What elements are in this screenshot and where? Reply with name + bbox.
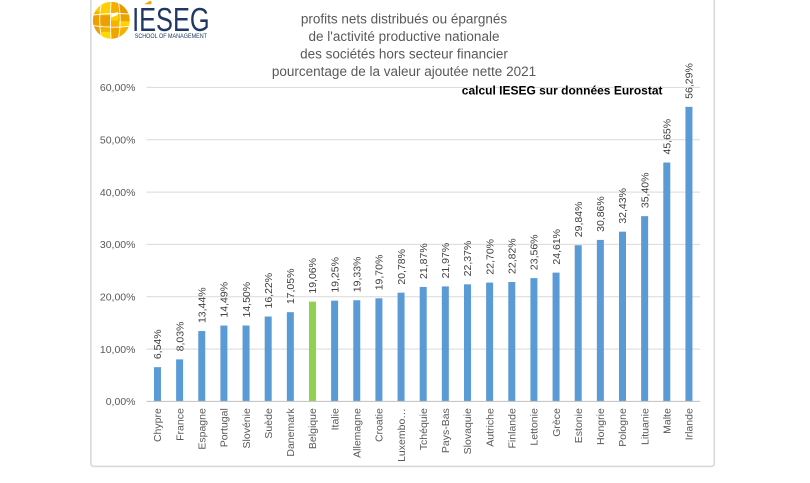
svg-text:Allemagne: Allemagne (351, 408, 363, 458)
svg-text:Grèce: Grèce (551, 408, 563, 437)
svg-text:Espagne: Espagne (196, 408, 208, 450)
svg-text:pourcentage de la valeur ajout: pourcentage de la valeur ajoutée nette 2… (272, 64, 536, 79)
svg-text:Irlande: Irlande (684, 408, 696, 440)
svg-text:13,44%: 13,44% (196, 287, 208, 323)
svg-text:14,50%: 14,50% (241, 282, 253, 318)
svg-text:SCHOOL OF MANAGEMENT: SCHOOL OF MANAGEMENT (135, 33, 207, 40)
svg-text:35,40%: 35,40% (639, 173, 651, 209)
svg-text:Lettonie: Lettonie (529, 408, 541, 446)
svg-text:6,54%: 6,54% (152, 329, 164, 359)
svg-text:Danemark: Danemark (285, 407, 297, 456)
svg-text:23,56%: 23,56% (529, 234, 541, 270)
svg-text:Malte: Malte (661, 408, 673, 434)
svg-text:de l'activité productive natio: de l'activité productive nationale (309, 29, 500, 44)
svg-text:Hongrie: Hongrie (595, 408, 607, 445)
svg-text:Chypre: Chypre (152, 408, 164, 442)
svg-text:29,84%: 29,84% (573, 202, 585, 238)
svg-text:Slovénie: Slovénie (241, 408, 253, 448)
svg-text:Lituanie: Lituanie (639, 408, 651, 445)
svg-text:20,00%: 20,00% (100, 292, 136, 304)
svg-text:IESEG: IESEG (132, 2, 210, 39)
svg-text:Italie: Italie (329, 408, 341, 430)
svg-text:20,78%: 20,78% (396, 249, 408, 285)
svg-text:60,00%: 60,00% (100, 82, 136, 94)
svg-text:40,00%: 40,00% (100, 187, 136, 199)
svg-text:profits nets distribués ou épa: profits nets distribués ou épargnés (301, 12, 508, 27)
svg-text:calcul IESEG sur données Euros: calcul IESEG sur données Eurostat (462, 83, 663, 97)
svg-text:19,25%: 19,25% (329, 257, 341, 293)
svg-text:19,33%: 19,33% (351, 257, 363, 293)
svg-text:21,87%: 21,87% (418, 243, 430, 279)
svg-text:France: France (174, 408, 186, 441)
svg-text:Pays-Bas: Pays-Bas (440, 408, 452, 453)
svg-text:Tchéquie: Tchéquie (418, 408, 430, 450)
svg-text:Estonie: Estonie (573, 408, 585, 443)
svg-text:Luxembo…: Luxembo… (396, 408, 408, 462)
svg-text:Finlande: Finlande (506, 408, 518, 448)
svg-text:Slovaquie: Slovaquie (462, 408, 474, 454)
svg-text:Croatie: Croatie (374, 408, 386, 442)
svg-text:45,65%: 45,65% (661, 119, 673, 155)
svg-text:8,03%: 8,03% (174, 322, 186, 352)
svg-text:Pologne: Pologne (617, 408, 629, 447)
svg-text:14,49%: 14,49% (219, 282, 231, 318)
svg-text:24,61%: 24,61% (551, 229, 563, 265)
svg-text:19,06%: 19,06% (307, 258, 319, 294)
svg-text:des sociétés hors secteur fina: des sociétés hors secteur financier (300, 47, 508, 62)
svg-text:Suède: Suède (263, 408, 275, 439)
svg-text:30,86%: 30,86% (595, 196, 607, 232)
svg-text:10,00%: 10,00% (100, 344, 136, 356)
svg-text:21,97%: 21,97% (440, 243, 452, 279)
svg-text:Belgique: Belgique (307, 408, 319, 449)
svg-text:22,37%: 22,37% (462, 241, 474, 277)
svg-text:56,29%: 56,29% (684, 63, 696, 99)
svg-text:30,00%: 30,00% (100, 239, 136, 251)
svg-text:19,70%: 19,70% (374, 255, 386, 291)
svg-text:32,43%: 32,43% (617, 188, 629, 224)
svg-text:Portugal: Portugal (219, 408, 231, 447)
svg-text:17,05%: 17,05% (285, 269, 297, 305)
svg-text:Autriche: Autriche (484, 408, 496, 447)
svg-text:50,00%: 50,00% (100, 135, 136, 147)
svg-text:0,00%: 0,00% (106, 396, 136, 408)
svg-text:22,70%: 22,70% (484, 239, 496, 275)
svg-text:16,22%: 16,22% (263, 273, 275, 309)
svg-text:22,82%: 22,82% (506, 238, 518, 274)
